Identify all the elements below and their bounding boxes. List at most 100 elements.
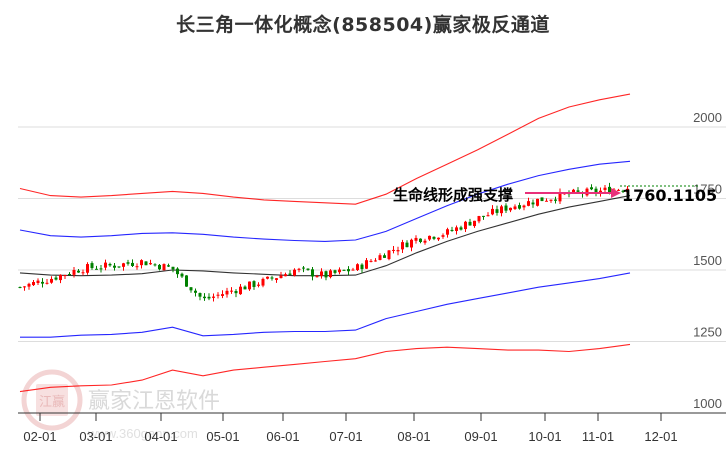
candle-body xyxy=(531,202,535,205)
y-tick-label: 1500 xyxy=(693,253,722,268)
candle-body xyxy=(347,269,350,272)
candle-body xyxy=(167,265,170,267)
candle-body xyxy=(392,249,395,251)
candle-body xyxy=(203,296,206,299)
x-tick-label: 10-01 xyxy=(528,429,561,444)
x-tick-label: 05-01 xyxy=(206,429,239,444)
candle-body xyxy=(509,207,512,211)
x-tick-label: 06-01 xyxy=(266,429,299,444)
annotation-label: 生命线形成强支撑 xyxy=(393,186,513,204)
candle-body xyxy=(387,250,391,260)
x-axis: 02-01 03-01 04-01 05-01 06-01 07-01 08-01 09-01… xyxy=(18,412,726,444)
candle-body xyxy=(320,271,323,276)
candle-body xyxy=(540,197,544,202)
x-tick-label: 03-01 xyxy=(79,429,112,444)
candle-body xyxy=(140,260,143,266)
candle-body xyxy=(54,277,58,280)
candle-body xyxy=(527,201,530,206)
candle-body xyxy=(428,235,431,240)
candle-body xyxy=(500,206,503,214)
candle-body xyxy=(450,229,454,231)
candle-body xyxy=(45,282,49,284)
candle-body xyxy=(162,264,166,271)
candle-body xyxy=(306,268,310,270)
candle-body xyxy=(419,238,422,242)
candle-body xyxy=(288,273,292,275)
candle-body xyxy=(369,260,373,262)
candle-body xyxy=(608,186,611,194)
candle-body xyxy=(185,275,188,287)
candle-body xyxy=(603,187,607,190)
candle-body xyxy=(126,262,130,264)
candle-body xyxy=(149,263,152,265)
candle-body xyxy=(131,262,134,266)
watermark-brand: 赢家江恩软件 xyxy=(88,389,220,414)
annotation: 生命线形成强支撑 1760.1105 xyxy=(393,185,717,205)
candle-body xyxy=(504,205,508,211)
x-tick-label: 09-01 xyxy=(464,429,497,444)
candle-body xyxy=(158,264,161,270)
candle-body xyxy=(68,273,71,275)
candle-body xyxy=(333,270,337,273)
candle-body xyxy=(230,290,233,292)
candle-body xyxy=(270,277,274,279)
arrow-icon xyxy=(611,188,621,198)
candle-body xyxy=(207,296,211,299)
candle-body xyxy=(576,190,580,192)
candle-body xyxy=(63,275,67,277)
candle-body xyxy=(473,220,476,227)
candle-body xyxy=(621,190,625,192)
candle-body xyxy=(113,265,116,268)
candle-body xyxy=(536,198,539,206)
candle-body xyxy=(558,192,562,202)
candle-body xyxy=(216,294,220,296)
candle-body xyxy=(36,280,40,283)
candle-body xyxy=(189,287,193,291)
candle-body xyxy=(414,237,418,241)
candle-body xyxy=(432,236,436,239)
candle-body xyxy=(279,275,283,279)
channel-bands xyxy=(19,93,631,393)
candle-body xyxy=(410,239,413,248)
lower-outer-red-line xyxy=(19,343,631,393)
y-tick-label: 1000 xyxy=(693,396,722,411)
candle-body xyxy=(401,242,404,250)
watermark: 江赢 赢家江恩软件 www.360gann.com xyxy=(21,369,220,441)
candle-body xyxy=(302,267,305,269)
candle-body xyxy=(50,278,53,283)
candle-body xyxy=(383,255,386,258)
candle-body xyxy=(468,221,472,226)
candle-body xyxy=(275,278,278,280)
candle-body xyxy=(81,272,85,274)
candle-body xyxy=(59,274,62,281)
candle-body xyxy=(549,199,553,201)
x-tick-label: 11-01 xyxy=(582,429,614,444)
candle-body xyxy=(23,286,26,288)
candle-body xyxy=(522,205,526,208)
candle-body xyxy=(135,266,139,268)
candle-body xyxy=(351,269,355,271)
candle-body xyxy=(311,269,314,277)
candle-body xyxy=(72,269,76,275)
last-value-label: 1760.1105 xyxy=(622,186,717,205)
candle-body xyxy=(441,235,445,237)
candlesticks xyxy=(18,182,629,302)
candle-body xyxy=(176,268,179,275)
candle-body xyxy=(95,268,98,270)
lower-inner-blue-line xyxy=(20,272,631,338)
candle-body xyxy=(293,269,296,276)
candle-body xyxy=(315,276,319,278)
y-axis-ticks: 1000 1250 1500 1750 2000 xyxy=(693,110,722,411)
candle-body xyxy=(297,268,301,270)
chart-title: 长三角一体化概念(858504)赢家极反通道 xyxy=(176,14,550,36)
candle-body xyxy=(482,215,485,217)
candle-body xyxy=(225,290,229,295)
candle-body xyxy=(545,200,548,202)
candle-body xyxy=(243,286,247,290)
candle-body xyxy=(338,269,341,273)
candle-body xyxy=(77,270,80,273)
candle-body xyxy=(329,270,332,278)
candle-body xyxy=(594,188,598,194)
candle-body xyxy=(324,271,328,278)
